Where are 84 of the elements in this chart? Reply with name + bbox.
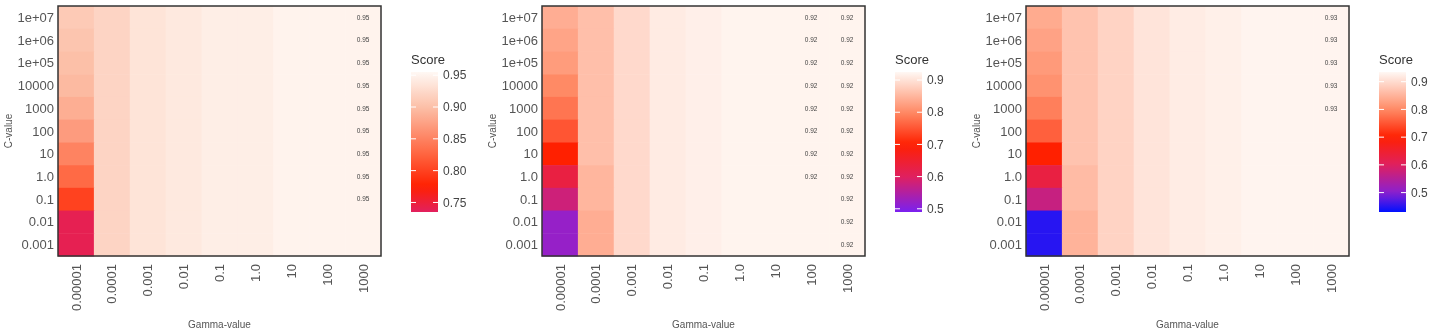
y-tick-label: 0.01	[28, 214, 54, 230]
y-axis-title: C-value	[3, 113, 14, 149]
color-bar-label: 0.90	[443, 100, 467, 115]
y-tick-label: 1e+05	[501, 55, 538, 71]
y-tick-label: 1000	[993, 100, 1022, 116]
color-bar-label: 0.95	[443, 68, 467, 83]
y-tick-label: 1.0	[35, 169, 54, 184]
x-axis-title: Gamma-value	[188, 319, 252, 330]
x-tick-label: 0.0001	[588, 264, 604, 304]
y-tick-label: 100	[516, 123, 538, 139]
color-bar-label: 0.7	[927, 137, 945, 152]
x-axis-title: Gamma-value	[1156, 319, 1220, 330]
y-tick-label: 0.001	[505, 237, 538, 253]
x-tick-label: 0.01	[1144, 264, 1160, 290]
x-tick-label: 1.0	[731, 264, 747, 283]
y-tick-label: 1e+07	[17, 9, 54, 25]
y-tick-label: 1e+06	[501, 32, 538, 48]
y-tick-label: 0.001	[989, 237, 1022, 253]
y-tick-label: 10000	[985, 78, 1022, 94]
x-tick-label: 10	[1251, 264, 1267, 279]
y-tick-label: 10	[39, 146, 54, 162]
y-tick-label: 10	[1007, 146, 1022, 162]
x-tick-label: 100	[319, 264, 335, 286]
color-bar-title: Score	[411, 52, 445, 67]
x-tick-label: 1.0	[247, 264, 263, 283]
x-tick-label: 1000	[1323, 264, 1339, 293]
y-tick-label: 100	[1000, 123, 1022, 139]
x-tick-label: 1000	[355, 264, 371, 293]
y-tick-label: 10000	[17, 78, 54, 94]
color-bar-label: 0.75	[443, 195, 467, 210]
x-tick-label: 100	[803, 264, 819, 286]
x-tick-label: 0.1	[1180, 264, 1196, 283]
x-tick-label: 0.00001	[68, 264, 84, 311]
x-tick-label: 1000	[839, 264, 855, 293]
y-axis-title: C-value	[971, 113, 982, 149]
x-tick-label: 0.00001	[1036, 264, 1052, 311]
y-tick-label: 10000	[501, 78, 538, 94]
color-bar-label: 0.9	[1411, 74, 1429, 89]
y-tick-label: 1000	[25, 100, 54, 116]
y-tick-label: 0.01	[996, 214, 1022, 230]
y-tick-label: 1e+07	[501, 9, 538, 25]
color-bar-label: 0.7	[1411, 130, 1429, 145]
y-tick-label: 1e+07	[985, 9, 1022, 25]
color-bar-label: 0.80	[443, 163, 467, 178]
x-tick-label: 0.1	[212, 264, 228, 283]
y-tick-label: 0.001	[21, 237, 54, 253]
x-tick-label: 0.001	[1108, 264, 1124, 297]
x-tick-label: 0.001	[624, 264, 640, 297]
y-axis-title: C-value	[487, 113, 498, 149]
color-bar-label: 0.6	[1411, 158, 1429, 173]
y-tick-label: 0.1	[35, 191, 54, 207]
y-tick-label: 1e+06	[17, 32, 54, 48]
color-bar-label: 0.6	[927, 169, 945, 184]
color-bar-label: 0.85	[443, 132, 467, 147]
y-tick-label: 0.01	[512, 214, 538, 230]
x-tick-label: 0.001	[140, 264, 156, 297]
y-tick-label: 1e+06	[985, 32, 1022, 48]
y-tick-label: 1000	[509, 100, 538, 116]
y-tick-label: 1.0	[519, 169, 538, 184]
x-tick-label: 0.01	[660, 264, 676, 290]
y-tick-label: 1.0	[1003, 169, 1022, 184]
x-tick-label: 0.01	[176, 264, 192, 290]
color-bar-label: 0.8	[1411, 102, 1429, 117]
x-tick-label: 10	[283, 264, 299, 279]
y-tick-label: 1e+05	[985, 55, 1022, 71]
y-tick-label: 0.1	[1003, 191, 1022, 207]
x-tick-label: 0.1	[696, 264, 712, 283]
color-bar-label: 0.9	[927, 73, 945, 88]
color-bar-label: 0.5	[1411, 185, 1429, 200]
color-bar-label: 0.5	[927, 201, 945, 216]
color-bar-title: Score	[895, 52, 929, 67]
x-tick-label: 10	[767, 264, 783, 279]
x-tick-label: 0.0001	[104, 264, 120, 304]
x-tick-label: 100	[1287, 264, 1303, 286]
color-bar-label: 0.8	[927, 105, 945, 120]
y-tick-label: 100	[32, 123, 54, 139]
y-tick-label: 10	[523, 146, 538, 162]
color-bar-title: Score	[1379, 52, 1413, 67]
y-tick-label: 0.1	[519, 191, 538, 207]
x-tick-label: 1.0	[1215, 264, 1231, 283]
x-axis-title: Gamma-value	[672, 319, 736, 330]
x-tick-label: 0.00001	[552, 264, 568, 311]
y-tick-label: 1e+05	[17, 55, 54, 71]
x-tick-label: 0.0001	[1072, 264, 1088, 304]
